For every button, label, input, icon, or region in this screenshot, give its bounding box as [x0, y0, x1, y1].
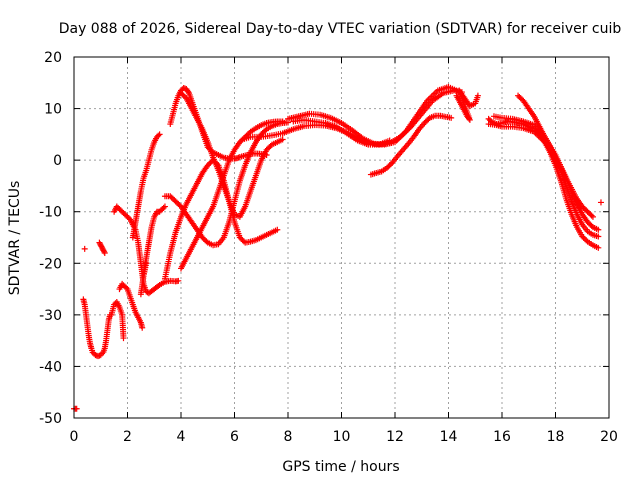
- data-point: [155, 282, 162, 289]
- data-point: [139, 324, 146, 331]
- data-point: [81, 245, 88, 252]
- x-tick-label: 10: [333, 429, 351, 445]
- data-point: [588, 212, 595, 219]
- x-tick-label: 8: [284, 429, 293, 445]
- data-point: [595, 233, 602, 240]
- data-point: [448, 114, 455, 121]
- x-tick-label: 18: [547, 429, 565, 445]
- y-tick-label: -50: [39, 411, 62, 427]
- data-point: [101, 248, 108, 255]
- data-point: [274, 226, 281, 233]
- data-point: [156, 131, 163, 138]
- data-points: [71, 83, 604, 412]
- x-axis-label: GPS time / hours: [282, 459, 399, 475]
- data-point: [595, 226, 602, 233]
- data-point: [246, 130, 253, 137]
- data-point: [123, 284, 130, 291]
- y-tick-label: 10: [44, 102, 62, 118]
- y-tick-label: -30: [39, 308, 62, 324]
- data-point: [267, 142, 274, 149]
- data-point: [143, 260, 150, 267]
- data-point: [597, 199, 604, 206]
- data-point: [474, 92, 481, 99]
- data-point: [120, 335, 127, 342]
- data-point: [125, 215, 132, 222]
- data-point: [182, 93, 189, 100]
- data-point: [161, 203, 168, 210]
- data-point: [160, 204, 167, 211]
- data-point: [386, 137, 393, 144]
- y-tick-label: -40: [39, 359, 62, 375]
- chart-title: Day 088 of 2026, Sidereal Day-to-day VTE…: [59, 21, 622, 37]
- data-point: [262, 127, 269, 134]
- data-point: [101, 249, 108, 256]
- data-point: [583, 237, 590, 244]
- grid-lines: [74, 57, 609, 418]
- data-point: [155, 132, 162, 139]
- data-point: [279, 118, 286, 125]
- data-point: [425, 116, 432, 123]
- x-tick-label: 6: [230, 429, 239, 445]
- data-point: [279, 136, 286, 143]
- data-point: [203, 238, 210, 245]
- y-tick-label: -20: [39, 256, 62, 272]
- data-point: [588, 222, 595, 229]
- y-tick-label: -10: [39, 205, 62, 221]
- x-tick-label: 16: [493, 429, 511, 445]
- y-tick-label: 20: [44, 50, 62, 66]
- data-point: [486, 117, 493, 124]
- data-point: [595, 244, 602, 251]
- data-point: [185, 88, 192, 95]
- x-tick-label: 2: [123, 429, 132, 445]
- x-tick-label: 4: [177, 429, 186, 445]
- x-tick-label: 20: [600, 429, 618, 445]
- y-axis-label: SDTVAR / TECUs: [7, 181, 23, 296]
- plot-frame: [73, 56, 610, 419]
- x-tick-label: 12: [386, 429, 404, 445]
- data-point: [589, 213, 596, 220]
- axis-ticks: 0 2 4 6 8 10 12 14 16 18 20 -50 -40 -30 -20 -10 0 10 20: [39, 50, 618, 445]
- x-tick-label: 0: [70, 429, 79, 445]
- data-point: [240, 238, 247, 245]
- x-tick-label: 14: [440, 429, 458, 445]
- y-tick-label: 0: [53, 153, 62, 169]
- data-point: [175, 277, 182, 284]
- data-point: [387, 161, 394, 168]
- data-point: [73, 405, 80, 412]
